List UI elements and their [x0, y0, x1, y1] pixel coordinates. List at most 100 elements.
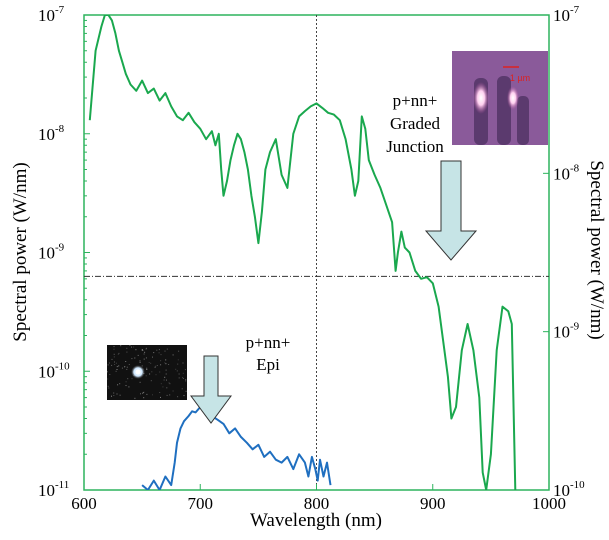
y-left-tick-label: 10-9 — [38, 242, 65, 263]
noise-speck — [159, 392, 161, 393]
noise-speck — [124, 366, 125, 368]
noise-speck — [175, 368, 177, 370]
noise-speck — [158, 352, 160, 354]
noise-speck — [145, 375, 147, 377]
noise-speck — [126, 366, 128, 368]
noise-speck — [143, 353, 145, 355]
noise-speck — [131, 346, 132, 348]
noise-speck — [162, 386, 164, 388]
noise-speck — [181, 388, 183, 390]
noise-speck — [111, 358, 113, 360]
noise-speck — [141, 349, 143, 351]
noise-speck — [113, 353, 115, 355]
noise-speck — [137, 354, 139, 356]
x-tick-label: 1000 — [532, 494, 566, 513]
noise-speck — [107, 378, 109, 380]
noise-speck — [155, 365, 157, 367]
series-line-graded-junction — [88, 15, 517, 490]
noise-speck — [172, 390, 174, 392]
noise-speck — [149, 373, 151, 375]
noise-speck — [116, 393, 118, 395]
noise-speck — [143, 391, 145, 393]
noise-speck — [183, 395, 185, 397]
noise-speck — [134, 397, 136, 399]
noise-speck — [113, 356, 115, 358]
noise-speck — [152, 394, 153, 396]
noise-speck — [177, 396, 179, 398]
noise-speck — [113, 346, 115, 348]
annotation-graded-line3: Junction — [386, 137, 444, 156]
tick-exponent: -10 — [55, 360, 70, 372]
noise-speck — [145, 357, 147, 359]
noise-speck — [150, 362, 152, 364]
noise-speck — [164, 376, 166, 378]
y-left-axis-title: Spectral power (W/nm) — [10, 162, 31, 341]
tick-base: 10 — [38, 125, 55, 144]
noise-speck — [168, 382, 170, 384]
noise-speck — [117, 384, 119, 386]
noise-speck — [134, 357, 136, 359]
noise-speck — [150, 380, 152, 382]
noise-speck — [135, 349, 137, 351]
noise-speck — [168, 364, 170, 365]
noise-speck — [166, 379, 167, 381]
noise-speck — [172, 354, 174, 356]
tick-base: 10 — [553, 323, 570, 342]
noise-speck — [139, 360, 141, 362]
tick-base: 10 — [553, 481, 570, 500]
noise-speck — [117, 353, 119, 355]
tick-base: 10 — [553, 164, 570, 183]
noise-speck — [146, 367, 148, 369]
noise-speck — [160, 354, 162, 356]
tick-base: 10 — [38, 244, 55, 263]
noise-speck — [125, 361, 127, 362]
noise-speck — [144, 351, 146, 353]
micrograph-graded-junction: 1 µm — [452, 51, 548, 145]
noise-speck — [114, 361, 115, 363]
noise-speck — [160, 360, 162, 362]
noise-speck — [166, 387, 168, 389]
noise-speck — [119, 394, 121, 396]
noise-speck — [185, 380, 187, 382]
y-right-tick-label: 10-10 — [553, 479, 585, 500]
noise-speck — [166, 394, 168, 396]
noise-speck — [155, 374, 157, 376]
noise-speck — [143, 392, 144, 394]
noise-speck — [109, 374, 111, 375]
noise-speck — [120, 345, 122, 347]
noise-speck — [125, 381, 127, 383]
noise-speck — [113, 392, 115, 394]
noise-speck — [159, 371, 161, 373]
noise-speck — [165, 373, 167, 375]
noise-speck — [127, 378, 129, 380]
x-tick-label: 900 — [420, 494, 446, 513]
scale-bar-label: 1 µm — [510, 73, 530, 83]
tick-exponent: -7 — [55, 4, 65, 16]
noise-speck — [146, 393, 148, 395]
micrograph-epi — [107, 345, 187, 400]
noise-speck — [166, 348, 168, 350]
noise-speck — [146, 347, 147, 349]
annotation-epi-line2: Epi — [256, 355, 280, 374]
tick-exponent: -9 — [570, 321, 580, 333]
noise-speck — [160, 364, 162, 366]
noise-speck — [118, 352, 120, 354]
x-tick-label: 600 — [71, 494, 97, 513]
noise-speck — [163, 379, 165, 381]
x-axis-ticks: 600 700 800 900 1000 — [71, 484, 566, 513]
noise-speck — [129, 345, 131, 346]
noise-speck — [108, 387, 110, 389]
noise-speck — [143, 397, 145, 399]
noise-speck — [151, 371, 153, 373]
noise-speck — [124, 366, 126, 368]
noise-speck — [131, 378, 133, 380]
x-tick-label: 700 — [188, 494, 214, 513]
x-tick-label: 800 — [304, 494, 330, 513]
noise-speck — [145, 348, 147, 350]
noise-speck — [156, 365, 158, 366]
noise-speck — [142, 392, 144, 394]
noise-speck — [119, 383, 121, 385]
